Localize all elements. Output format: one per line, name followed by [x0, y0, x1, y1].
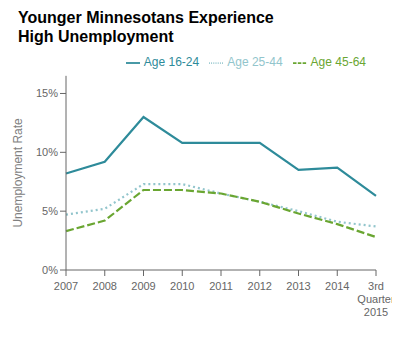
html-text:Age 25-44: Age 25-44 — [227, 55, 283, 69]
svg-text:2008: 2008 — [93, 280, 117, 292]
html-text:Age 45-64: Age 45-64 — [310, 55, 366, 69]
svg-text:2013: 2013 — [286, 280, 310, 292]
svg-text:2007: 2007 — [54, 280, 78, 292]
svg-text:5%: 5% — [42, 205, 58, 217]
svg-text:2012: 2012 — [248, 280, 272, 292]
html-text:Younger Minnesotans Experience: Younger Minnesotans Experience High Unem… — [18, 9, 274, 45]
svg-text:2009: 2009 — [131, 280, 155, 292]
svg-text:3rdQuarter2015: 3rdQuarter2015 — [357, 280, 392, 318]
svg-text:Unemployment Rate: Unemployment Rate — [11, 118, 25, 228]
html-text:Age 16-24: Age 16-24 — [143, 55, 200, 69]
svg-text:10%: 10% — [36, 146, 58, 158]
svg-text:2014: 2014 — [325, 280, 349, 292]
svg-text:2011: 2011 — [209, 280, 233, 292]
svg-text:15%: 15% — [36, 87, 58, 99]
svg-text:2010: 2010 — [170, 280, 194, 292]
svg-text:0%: 0% — [42, 264, 58, 276]
